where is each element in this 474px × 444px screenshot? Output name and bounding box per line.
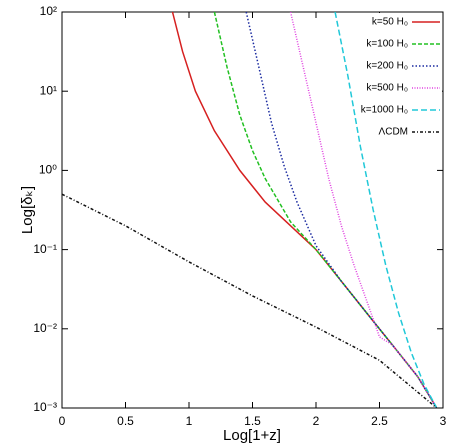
legend-label: k=500 H₀ [366,83,408,94]
legend-box [343,13,442,151]
x-tick-label: 2.5 [371,414,388,428]
y-tick-label: 10¹ [40,83,57,97]
y-tick-label: 10⁰ [39,163,57,177]
legend-label: k=50 H₀ [372,17,408,28]
x-tick-label: 1 [186,414,193,428]
x-tick-label: 3 [440,414,447,428]
legend-label: ΛCDM [379,127,408,138]
y-tick-label: 10⁻¹ [33,242,57,256]
x-tick-label: 1.5 [244,414,261,428]
x-tick-label: 2 [313,414,320,428]
y-tick-label: 10⁻³ [33,400,57,414]
y-tick-label: 10² [40,4,57,18]
y-axis-label: Log[δₖ] [19,186,36,234]
y-tick-label: 10⁻² [33,321,57,335]
x-tick-label: 0 [59,414,66,428]
legend-label: k=200 H₀ [366,61,408,72]
line [62,193,438,408]
line [334,12,438,408]
line [289,12,438,408]
x-axis-label: Log[1+z] [223,427,281,444]
legend-label: k=100 H₀ [366,39,408,50]
line [245,12,438,408]
line [213,12,438,408]
legend-label: k=1000 H₀ [361,105,408,116]
x-tick-label: 0.5 [117,414,134,428]
